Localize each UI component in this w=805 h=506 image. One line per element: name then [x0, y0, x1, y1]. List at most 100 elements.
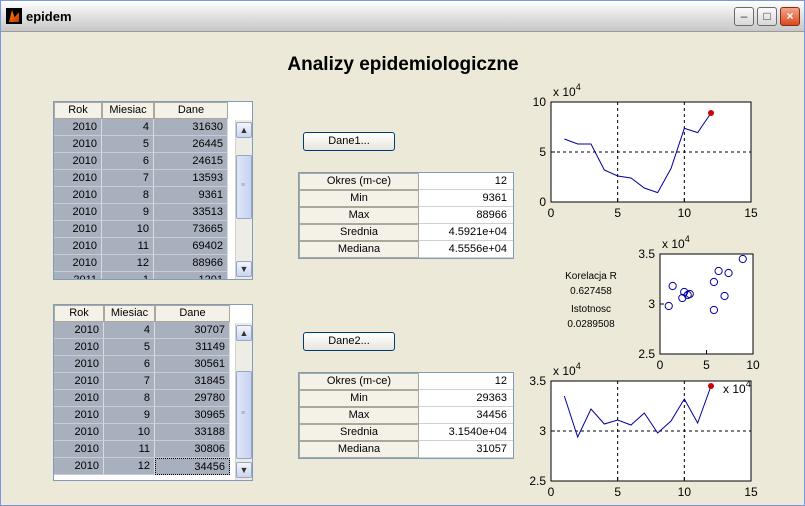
table-cell[interactable]: 2010 — [54, 204, 102, 221]
table-cell[interactable]: 2010 — [54, 221, 102, 238]
table-cell[interactable]: 30561 — [155, 356, 230, 373]
table-cell[interactable]: 11 — [102, 238, 154, 255]
table-cell[interactable]: 69402 — [154, 238, 228, 255]
table-cell[interactable]: 73665 — [154, 221, 228, 238]
table-cell[interactable]: 2010 — [54, 255, 102, 272]
table-cell[interactable]: 6 — [102, 153, 154, 170]
dane2-button[interactable]: Dane2... — [303, 332, 395, 351]
column-header-miesiac[interactable]: Miesiac — [104, 305, 155, 322]
table-cell[interactable]: 31845 — [155, 373, 230, 390]
x-tick-label: 10 — [746, 358, 760, 372]
table-cell[interactable]: 1 — [102, 272, 154, 279]
table-cell[interactable]: 2010 — [54, 424, 104, 441]
table-cell[interactable]: 10 — [102, 221, 154, 238]
column-header-miesiac[interactable]: Miesiac — [102, 102, 154, 119]
stats-value[interactable]: 88966 — [419, 207, 513, 224]
column-header-dane[interactable]: Dane — [154, 102, 228, 119]
table-cell[interactable]: 2010 — [54, 136, 102, 153]
table-cell[interactable]: 30806 — [155, 441, 230, 458]
table-cell[interactable]: 8 — [104, 390, 155, 407]
table-cell[interactable]: 2010 — [54, 339, 104, 356]
table-cell[interactable]: 9 — [104, 407, 155, 424]
table-cell[interactable]: 2010 — [54, 170, 102, 187]
scroll-thumb[interactable]: ≡ — [236, 371, 252, 459]
table-cell[interactable]: 2010 — [54, 119, 102, 136]
table-cell[interactable]: 12 — [102, 255, 154, 272]
table-cell[interactable]: 5 — [104, 339, 155, 356]
table-cell[interactable]: 10 — [104, 424, 155, 441]
stats-row-min: Min 9361 — [299, 190, 513, 207]
stats-row-mean: Srednia 4.5921e+04 — [299, 224, 513, 241]
column-header-rok[interactable]: Rok — [54, 102, 102, 119]
table-cell[interactable]: 31149 — [155, 339, 230, 356]
scroll-up-icon[interactable]: ▲ — [236, 122, 252, 138]
scroll-down-icon[interactable]: ▼ — [236, 261, 252, 277]
table-cell[interactable]: 6 — [104, 356, 155, 373]
table-cell[interactable]: 30707 — [155, 322, 230, 339]
table-cell[interactable]: 4 — [104, 322, 155, 339]
table-cell[interactable]: 31630 — [154, 119, 228, 136]
table-cell[interactable]: 2010 — [54, 407, 104, 424]
table-cell[interactable]: 88966 — [154, 255, 228, 272]
table-cell[interactable]: 2010 — [54, 441, 104, 458]
table-cell[interactable]: 2010 — [54, 153, 102, 170]
table-cell[interactable]: 2010 — [54, 356, 104, 373]
column-header-rok[interactable]: Rok — [54, 305, 104, 322]
y-tick-label: 3 — [648, 297, 655, 311]
series-line — [563, 385, 712, 439]
scroll-up-icon[interactable]: ▲ — [236, 325, 252, 341]
table-cell[interactable]: 29780 — [155, 390, 230, 407]
table-cell[interactable]: 30965 — [155, 407, 230, 424]
maximize-button[interactable]: □ — [757, 7, 777, 26]
title-bar[interactable]: epidem – □ × — [1, 1, 804, 32]
table-cell[interactable]: 12 — [104, 458, 155, 475]
table-cell[interactable]: 4 — [102, 119, 154, 136]
stats-value[interactable]: 9361 — [419, 190, 513, 207]
table-cell[interactable]: 34456 — [155, 458, 230, 475]
stats-value[interactable]: 12 — [419, 173, 513, 190]
stats-value[interactable]: 4.5921e+04 — [419, 224, 513, 241]
table1-scrollbar[interactable]: ▲ ≡ ▼ — [235, 120, 252, 279]
table-cell[interactable]: 5 — [102, 136, 154, 153]
chart-2: 0 5 10 2.5 3 3.5 x 104 — [638, 234, 760, 372]
scroll-down-icon[interactable]: ▼ — [236, 462, 252, 478]
table-cell[interactable]: 8 — [102, 187, 154, 204]
minimize-button[interactable]: – — [734, 7, 754, 26]
scatter-point — [724, 268, 733, 278]
table-cell[interactable]: 11 — [104, 441, 155, 458]
table-cell[interactable]: 1201 — [154, 272, 228, 279]
table-cell[interactable]: 2010 — [54, 322, 104, 339]
data-table-1[interactable]: Rok Miesiac Dane 2010 4 31630 2010 5 26445 201… — [53, 101, 253, 280]
stats-value[interactable]: 3.1540e+04 — [419, 424, 513, 441]
column-header-dane[interactable]: Dane — [155, 305, 230, 322]
table2-scrollbar[interactable]: ▲ ≡ ▼ — [235, 323, 252, 480]
table-cell[interactable]: 2010 — [54, 373, 104, 390]
close-button[interactable]: × — [780, 7, 800, 26]
table-cell[interactable]: 26445 — [154, 136, 228, 153]
stats-value[interactable]: 4.5556e+04 — [419, 241, 513, 258]
table-cell[interactable]: 2010 — [54, 187, 102, 204]
x-tick-label: 10 — [678, 206, 692, 220]
stats-value[interactable]: 12 — [419, 373, 513, 390]
dane1-button[interactable]: Dane1... — [303, 132, 395, 151]
stats-value[interactable]: 31057 — [419, 441, 513, 458]
table-cell[interactable]: 7 — [104, 373, 155, 390]
table-cell[interactable]: 2010 — [54, 238, 102, 255]
table-cell[interactable]: 33188 — [155, 424, 230, 441]
scroll-thumb[interactable]: ≡ — [236, 155, 252, 219]
table-cell[interactable]: 9361 — [154, 187, 228, 204]
stats-row-max: Max 34456 — [299, 407, 513, 424]
table-cell[interactable]: 9 — [102, 204, 154, 221]
table-cell[interactable]: 33513 — [154, 204, 228, 221]
table-cell[interactable]: 13593 — [154, 170, 228, 187]
stats-value[interactable]: 34456 — [419, 407, 513, 424]
chart-3: 0 5 10 15 2.5 3 3.5 x 104 — [529, 361, 758, 499]
table-cell[interactable]: 7 — [102, 170, 154, 187]
table-cell[interactable]: 2010 — [54, 390, 104, 407]
table-cell[interactable]: 2011 — [54, 272, 102, 279]
table-cell[interactable]: 24615 — [154, 153, 228, 170]
data-table-2[interactable]: Rok Miesiac Dane 2010 4 30707 2010 5 31149 201… — [53, 304, 253, 481]
table-cell[interactable]: 2010 — [54, 458, 104, 475]
stats-value[interactable]: 29363 — [419, 390, 513, 407]
